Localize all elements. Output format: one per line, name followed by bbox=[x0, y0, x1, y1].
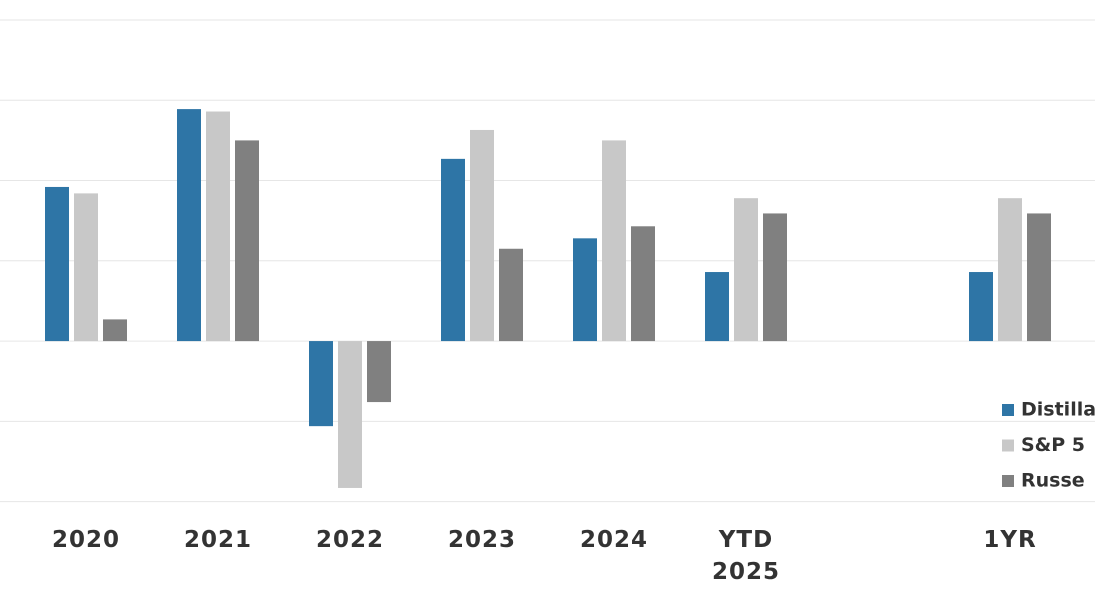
bar bbox=[309, 341, 333, 427]
legend-swatch bbox=[1002, 404, 1014, 416]
legend-label: Russe bbox=[1021, 470, 1085, 492]
bar bbox=[45, 186, 69, 342]
bar bbox=[338, 341, 362, 488]
x-tick-label: 2022 bbox=[315, 527, 384, 553]
bar bbox=[602, 140, 626, 342]
x-tick-label: 2024 bbox=[579, 527, 648, 553]
bar bbox=[74, 193, 98, 342]
bar bbox=[998, 198, 1022, 342]
bar bbox=[235, 140, 259, 342]
legend-label: S&P 5 bbox=[1021, 434, 1085, 456]
bar bbox=[441, 158, 465, 342]
x-tick-label: YTD 2025 bbox=[711, 527, 780, 585]
bar bbox=[734, 198, 758, 342]
bar bbox=[969, 272, 993, 342]
bar bbox=[1027, 213, 1051, 342]
bar bbox=[367, 341, 391, 403]
x-tick-label: 1YR bbox=[983, 527, 1037, 553]
legend-swatch bbox=[1002, 439, 1014, 452]
bar bbox=[573, 238, 597, 342]
bar bbox=[206, 111, 230, 342]
bar bbox=[763, 213, 787, 342]
legend-swatch bbox=[1002, 475, 1014, 487]
bar bbox=[705, 272, 729, 342]
x-tick-label: 2023 bbox=[447, 527, 516, 553]
bar bbox=[103, 319, 127, 342]
x-tick-label: 2020 bbox=[51, 527, 120, 553]
legend-label: Distilla bbox=[1021, 399, 1095, 421]
x-tick-label: 2021 bbox=[183, 527, 252, 553]
bar bbox=[470, 129, 494, 342]
bar bbox=[499, 248, 523, 342]
bar bbox=[631, 226, 655, 342]
bar bbox=[177, 109, 201, 342]
